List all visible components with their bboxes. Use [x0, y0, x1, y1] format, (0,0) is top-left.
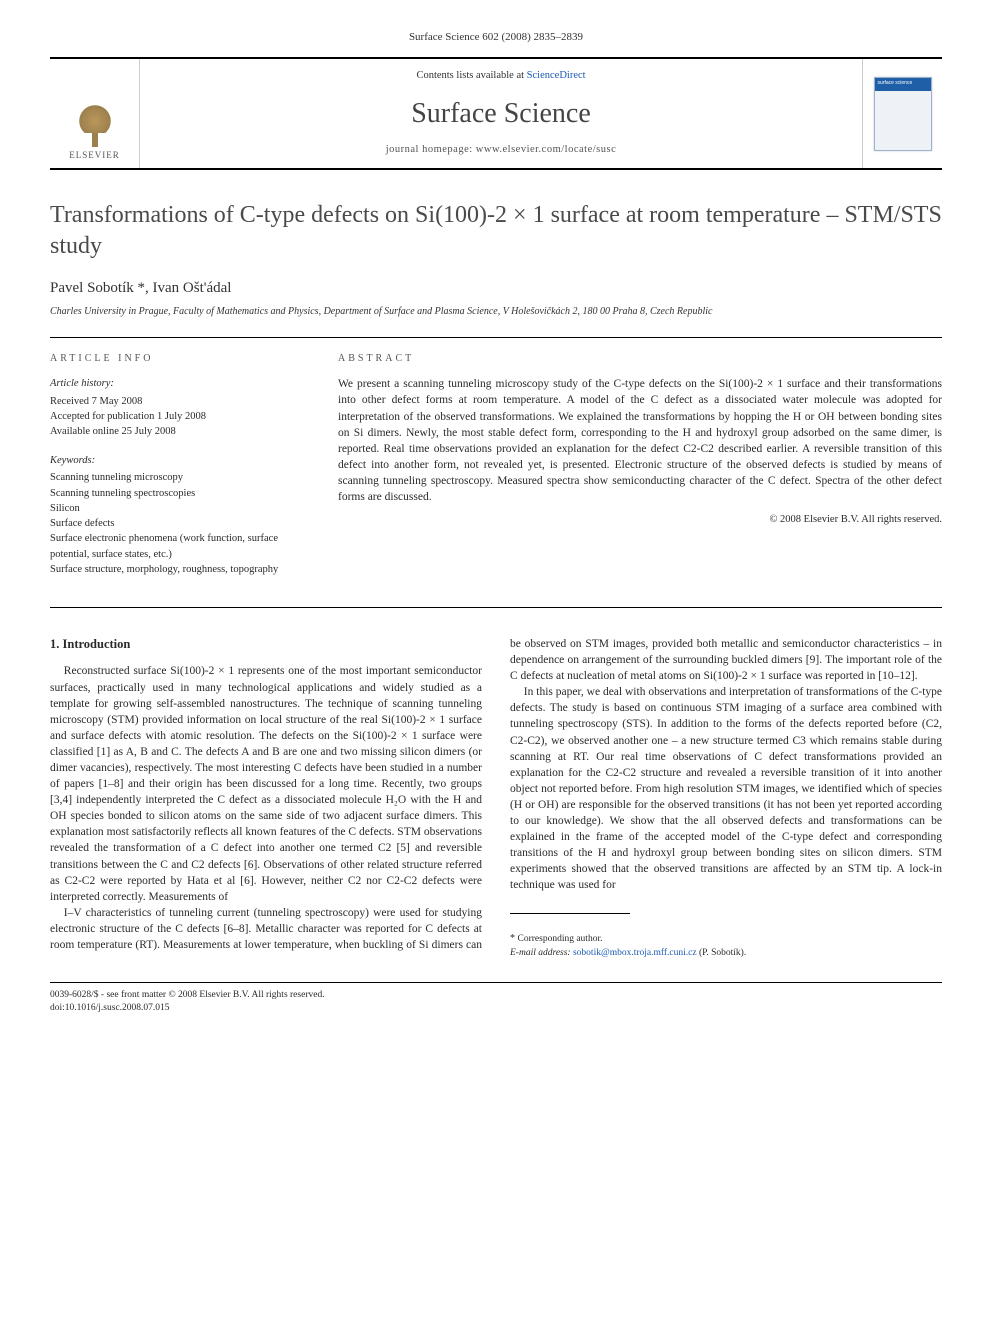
- corresponding-email-link[interactable]: sobotik@mbox.troja.mff.cuni.cz: [573, 948, 697, 958]
- article-info-label: ARTICLE INFO: [50, 352, 310, 366]
- homepage-prefix: journal homepage:: [386, 144, 476, 155]
- journal-cover-thumbnail: [874, 77, 932, 151]
- keywords-block: Keywords: Scanning tunneling microscopy …: [50, 453, 310, 577]
- abstract-copyright: © 2008 Elsevier B.V. All rights reserved…: [338, 513, 942, 528]
- info-abstract-row: ARTICLE INFO Article history: Received 7…: [50, 337, 942, 608]
- homepage-line: journal homepage: www.elsevier.com/locat…: [148, 143, 854, 158]
- abstract-text: We present a scanning tunneling microsco…: [338, 376, 942, 505]
- history-line: Available online 25 July 2008: [50, 424, 310, 439]
- keyword: Scanning tunneling spectroscopies: [50, 486, 310, 501]
- footnote-separator: [510, 913, 630, 914]
- contents-line: Contents lists available at ScienceDirec…: [148, 69, 854, 84]
- body-paragraph: In this paper, we deal with observations…: [510, 684, 942, 893]
- email-owner: (P. Sobotík).: [699, 948, 746, 958]
- article-info-column: ARTICLE INFO Article history: Received 7…: [50, 352, 310, 591]
- homepage-url: www.elsevier.com/locate/susc: [476, 144, 616, 155]
- sciencedirect-link[interactable]: ScienceDirect: [527, 70, 586, 81]
- keywords-header: Keywords:: [50, 453, 310, 468]
- front-matter-line: 0039-6028/$ - see front matter © 2008 El…: [50, 989, 325, 1002]
- article-title: Transformations of C-type defects on Si(…: [50, 200, 942, 262]
- history-line: Received 7 May 2008: [50, 394, 310, 409]
- publisher-cell: ELSEVIER: [50, 59, 140, 168]
- banner-center: Contents lists available at ScienceDirec…: [140, 59, 862, 168]
- keyword: Scanning tunneling microscopy: [50, 470, 310, 485]
- authors: Pavel Sobotík *, Ivan Ošt'ádal: [50, 278, 942, 299]
- keyword: Silicon: [50, 501, 310, 516]
- abstract-column: ABSTRACT We present a scanning tunneling…: [338, 352, 942, 591]
- affiliation: Charles University in Prague, Faculty of…: [50, 305, 942, 319]
- elsevier-tree-icon: [68, 93, 122, 147]
- section-heading-introduction: 1. Introduction: [50, 636, 482, 654]
- publisher-label: ELSEVIER: [69, 149, 120, 162]
- corresponding-label: Corresponding author.: [518, 934, 603, 944]
- body-paragraph: Reconstructed surface Si(100)-2 × 1 repr…: [50, 663, 482, 904]
- history-header: Article history:: [50, 376, 310, 391]
- keyword: Surface structure, morphology, roughness…: [50, 562, 310, 577]
- cover-cell: [862, 59, 942, 168]
- body-two-column: 1. Introduction Reconstructed surface Si…: [50, 636, 942, 960]
- page-footer: 0039-6028/$ - see front matter © 2008 El…: [50, 982, 942, 1016]
- contents-prefix: Contents lists available at: [416, 70, 526, 81]
- article-history-block: Article history: Received 7 May 2008 Acc…: [50, 376, 310, 439]
- keyword: Surface electronic phenomena (work funct…: [50, 531, 310, 561]
- abstract-label: ABSTRACT: [338, 352, 942, 366]
- email-label: E-mail address:: [510, 948, 571, 958]
- journal-banner: ELSEVIER Contents lists available at Sci…: [50, 57, 942, 170]
- running-header: Surface Science 602 (2008) 2835–2839: [50, 30, 942, 45]
- doi-line: doi:10.1016/j.susc.2008.07.015: [50, 1002, 325, 1015]
- keyword: Surface defects: [50, 516, 310, 531]
- asterisk-icon: *: [510, 933, 518, 944]
- corresponding-author-note: * Corresponding author. E-mail address: …: [510, 932, 942, 960]
- footer-left: 0039-6028/$ - see front matter © 2008 El…: [50, 989, 325, 1016]
- history-line: Accepted for publication 1 July 2008: [50, 409, 310, 424]
- journal-name: Surface Science: [148, 94, 854, 133]
